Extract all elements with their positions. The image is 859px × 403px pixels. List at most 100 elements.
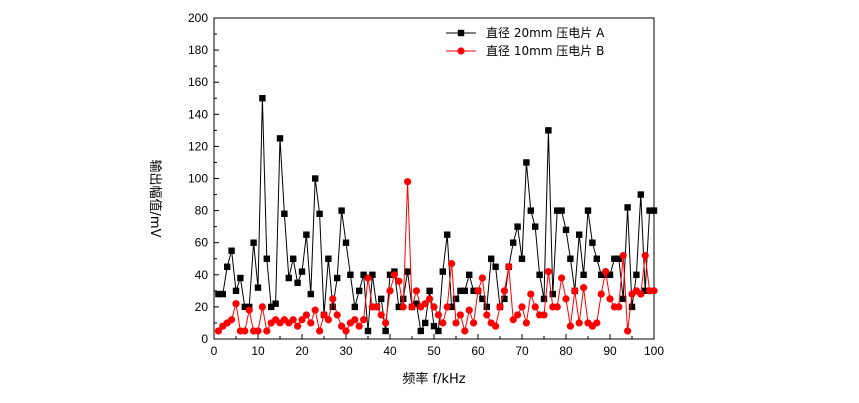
- data-point: [232, 300, 240, 308]
- data-point: [500, 287, 508, 295]
- data-point: [549, 290, 556, 298]
- data-point: [593, 319, 601, 327]
- data-point: [386, 287, 394, 295]
- y-tick-label: 180: [188, 43, 208, 57]
- data-point: [294, 279, 301, 287]
- data-point: [540, 295, 548, 303]
- x-tick-label: 60: [471, 344, 485, 358]
- data-point: [324, 316, 332, 324]
- x-tick-label: 10: [251, 344, 265, 358]
- data-point: [303, 231, 310, 238]
- data-point: [483, 311, 491, 319]
- data-point: [228, 247, 235, 254]
- data-point: [637, 191, 644, 198]
- y-tick-label: 120: [188, 139, 208, 153]
- data-point: [364, 327, 372, 335]
- x-tick-label: 50: [427, 344, 441, 358]
- data-point: [390, 271, 398, 279]
- data-point: [302, 311, 310, 319]
- data-point: [620, 295, 627, 303]
- data-point: [421, 300, 429, 308]
- data-point: [633, 271, 640, 278]
- data-point: [351, 303, 358, 311]
- data-point: [263, 255, 270, 262]
- data-point: [435, 327, 442, 335]
- y-tick-label: 0: [201, 332, 208, 346]
- data-point: [562, 295, 570, 303]
- x-tick-label: 0: [211, 344, 218, 358]
- legend-marker-square: [457, 29, 465, 37]
- data-point: [237, 274, 244, 282]
- data-point: [426, 295, 434, 303]
- data-point: [307, 319, 315, 327]
- data-point: [351, 316, 359, 324]
- data-point: [259, 95, 266, 102]
- data-point: [470, 319, 478, 327]
- data-point: [544, 267, 553, 276]
- data-point: [597, 290, 605, 298]
- series-a: [215, 95, 658, 335]
- data-point: [422, 319, 429, 327]
- legend-label-a: 直径 20mm 压电片 A: [486, 26, 605, 40]
- data-point: [404, 268, 411, 275]
- data-point: [444, 231, 451, 238]
- y-tick-label: 200: [188, 11, 208, 25]
- data-point: [320, 311, 328, 319]
- data-point: [474, 287, 482, 295]
- data-point: [553, 303, 561, 311]
- data-point: [492, 263, 499, 270]
- y-tick-label: 80: [195, 204, 209, 218]
- data-point: [589, 239, 596, 246]
- x-tick-label: 90: [603, 344, 617, 358]
- data-point: [426, 287, 433, 295]
- data-point: [448, 259, 456, 268]
- data-point: [360, 316, 368, 324]
- data-point: [417, 327, 424, 335]
- data-point: [606, 271, 614, 278]
- data-point: [545, 127, 552, 134]
- data-point: [413, 300, 420, 307]
- data-point: [254, 327, 262, 335]
- data-point: [386, 271, 394, 278]
- data-point: [232, 287, 240, 295]
- data-point: [241, 327, 249, 335]
- y-tick-label: 40: [195, 268, 209, 282]
- data-point: [571, 287, 579, 295]
- legend-label-b: 直径 10mm 压电片 B: [486, 44, 604, 58]
- data-point: [518, 255, 526, 262]
- data-point: [245, 306, 253, 314]
- data-point: [272, 300, 279, 307]
- data-point: [373, 303, 381, 311]
- legend: 直径 20mm 压电片 A 直径 10mm 压电片 B: [446, 26, 605, 58]
- data-point: [483, 303, 490, 311]
- data-point: [329, 295, 337, 303]
- data-point: [518, 303, 526, 311]
- data-point: [289, 316, 297, 324]
- data-point: [510, 239, 517, 246]
- data-point: [628, 303, 636, 311]
- data-point: [624, 327, 632, 335]
- data-point: [562, 226, 570, 234]
- data-point: [214, 327, 222, 335]
- x-tick-label: 100: [644, 344, 664, 358]
- data-point: [461, 327, 469, 335]
- data-point: [642, 287, 649, 295]
- data-point: [408, 303, 416, 311]
- data-point: [338, 207, 345, 214]
- data-point: [290, 255, 297, 262]
- data-point: [298, 268, 306, 275]
- data-point: [501, 295, 508, 303]
- data-point: [307, 290, 314, 298]
- data-point: [316, 210, 323, 218]
- data-point: [478, 274, 486, 282]
- y-axis-title: 输出幅值/mV: [147, 160, 163, 238]
- data-point: [615, 255, 622, 262]
- data-point: [285, 274, 292, 282]
- plot-frame: [213, 17, 655, 340]
- x-tick-label: 80: [559, 344, 573, 358]
- data-point: [646, 207, 653, 214]
- data-point: [377, 311, 385, 319]
- data-point: [439, 319, 447, 327]
- data-point: [382, 319, 390, 327]
